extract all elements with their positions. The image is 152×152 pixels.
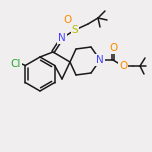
Text: O: O bbox=[109, 43, 117, 53]
Text: N: N bbox=[96, 55, 104, 65]
Text: O: O bbox=[119, 61, 127, 71]
Text: N: N bbox=[58, 33, 66, 43]
Text: Cl: Cl bbox=[11, 59, 21, 69]
Text: S: S bbox=[72, 25, 78, 35]
Text: O: O bbox=[64, 15, 72, 25]
